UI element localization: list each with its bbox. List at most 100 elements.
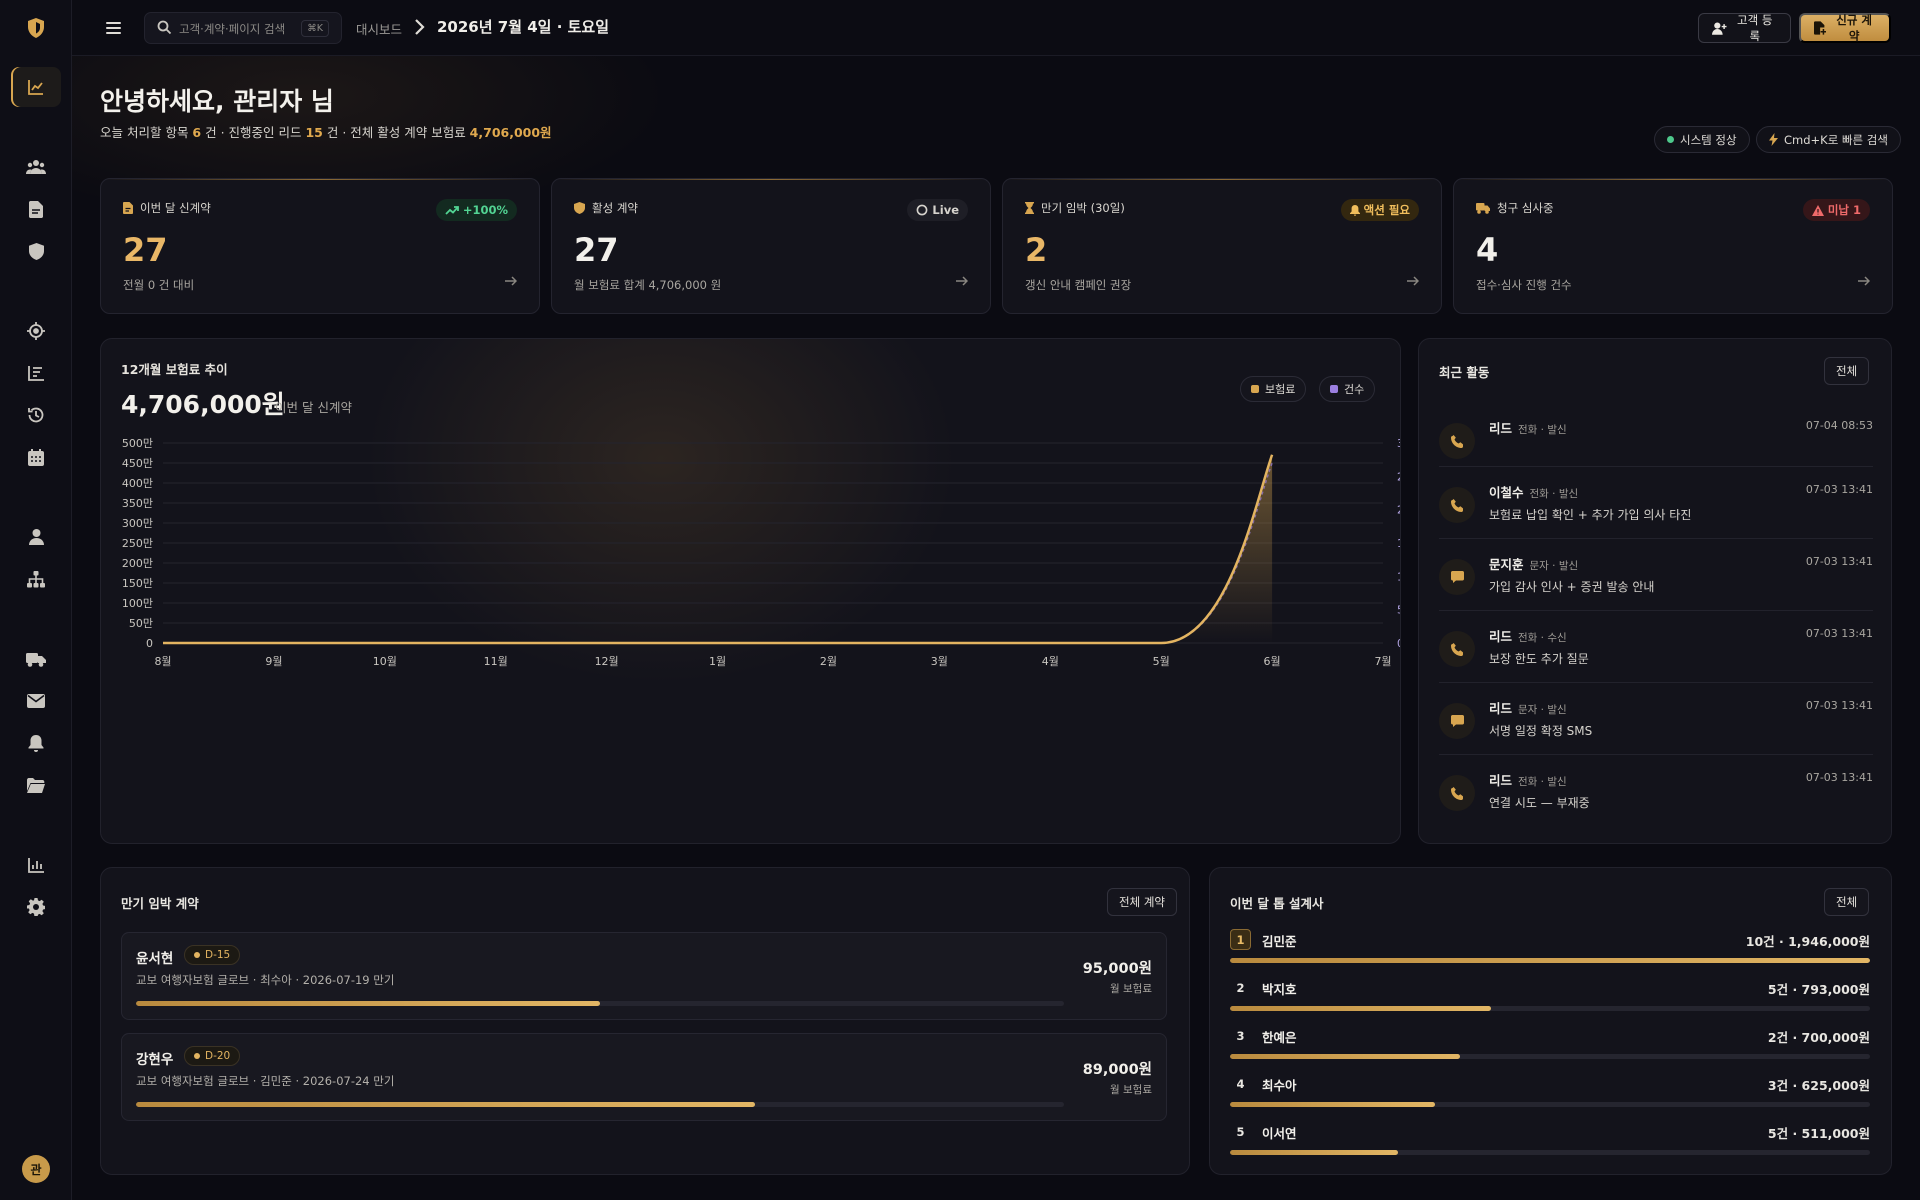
sidebar-item-dashboard[interactable] [11, 67, 61, 107]
sidebar-item-organization[interactable] [11, 559, 61, 599]
phone-icon [1450, 434, 1463, 448]
x-tick-label: 2월 [820, 655, 837, 668]
kpi-value: 2 [1025, 231, 1048, 269]
sidebar-item-analytics[interactable] [11, 845, 61, 885]
activity-item[interactable]: 문지훈 문자 · 발신 가입 감사 인사 + 증권 발송 안내 07-03 13:41 [1439, 549, 1873, 619]
activity-time: 07-04 08:53 [1805, 419, 1873, 432]
kpi-label: 청구 심사중 [1497, 201, 1554, 215]
activity-note: 보장 한도 추가 질문 [1489, 652, 1589, 666]
kpi-card-expiring[interactable]: 만기 임박 (30일) 액션 필요 2 갱신 안내 캠페인 권장 [1002, 178, 1442, 314]
phone-icon [1450, 786, 1463, 800]
agent-value: 3건 · 625,000원 [1767, 1078, 1870, 1093]
sidebar-item-insurance[interactable] [11, 231, 61, 271]
agent-rank-row[interactable]: 5 이서연 5건 · 511,000원 [1230, 1121, 1870, 1163]
message-icon [1450, 571, 1464, 583]
agent-name: 김민준 [1262, 934, 1297, 949]
expiring-contract-item[interactable]: 강현우 D-20 교보 여행자보험 글로브 · 김민준 · 2026-07-24… [121, 1033, 1167, 1121]
agent-rank-row[interactable]: 2 박지호 5건 · 793,000원 [1230, 977, 1870, 1019]
sidebar-item-messages[interactable] [11, 681, 61, 721]
activity-divider [1439, 466, 1873, 467]
sidebar-item-notifications[interactable] [11, 723, 61, 763]
x-tick-label: 6월 [1264, 655, 1281, 668]
active-premium: 4,706,000원 [469, 125, 552, 140]
logo-shield-icon[interactable] [19, 14, 53, 42]
legend-premium[interactable]: 보험료 [1240, 376, 1307, 402]
status-dot [1667, 136, 1674, 143]
sidebar-item-files[interactable] [11, 765, 61, 805]
document-icon [29, 200, 43, 218]
kpi-growth-badge: +100% [435, 199, 517, 221]
activity-meta: 전화 · 발신 [1529, 488, 1579, 500]
system-status-pill: 시스템 정상 [1654, 126, 1750, 153]
sidebar-item-leads[interactable] [11, 311, 61, 351]
sidebar-item-agents[interactable] [11, 517, 61, 557]
activity-view-all-button[interactable]: 전체 [1824, 357, 1870, 385]
new-contract-label: 신규 계약 [1836, 13, 1872, 43]
activity-title: 최근 활동 [1439, 365, 1490, 380]
search-input[interactable] [179, 19, 295, 39]
legend-label: 건수 [1344, 383, 1365, 396]
y-right-tick-label: 0 [1397, 638, 1401, 650]
agent-name: 이서연 [1262, 1126, 1297, 1141]
kpi-card-active-contracts[interactable]: 활성 계약 Live 27 월 보험료 합계 4,706,000 원 [551, 178, 991, 314]
x-tick-label: 11월 [484, 655, 508, 668]
activity-name: 리드 전화 · 수신 [1489, 629, 1567, 644]
register-customer-button[interactable]: 고객 등록 [1698, 13, 1791, 43]
agent-rank-row[interactable]: 1 김민준 10건 · 1,946,000원 [1230, 929, 1870, 971]
sidebar-item-reports[interactable] [11, 353, 61, 393]
legend-count[interactable]: 건수 [1319, 376, 1376, 402]
register-customer-label: 고객 등록 [1737, 13, 1773, 43]
chart-subtitle: 이번 달 신계약 [275, 400, 352, 415]
agents-view-all-button[interactable]: 전체 [1824, 888, 1870, 916]
sidebar-item-settings[interactable] [11, 887, 61, 927]
search-shortcut-badge: ⌘K [301, 20, 329, 37]
agent-rank-row[interactable]: 3 한예은 2건 · 700,000원 [1230, 1025, 1870, 1067]
contract-amount-label: 월 보험료 [1110, 983, 1152, 995]
greeting-summary: 오늘 처리할 항목 6 건 · 진행중인 리드 15 건 · 전체 활성 계약 … [100, 125, 552, 140]
all-contracts-button[interactable]: 전체 계약 [1107, 888, 1177, 916]
kpi-label: 활성 계약 [592, 201, 638, 215]
sidebar-item-customers[interactable] [11, 147, 61, 187]
menu-toggle-button[interactable] [102, 17, 124, 39]
sidebar-item-claims[interactable] [11, 639, 61, 679]
sidebar-item-calendar[interactable] [11, 437, 61, 477]
document-plus-icon [1814, 21, 1827, 35]
expiring-contract-item[interactable]: 윤서현 D-15 교보 여행자보험 글로브 · 최수아 · 2026-07-19… [121, 932, 1167, 1020]
new-contract-button[interactable]: 신규 계약 [1799, 13, 1891, 43]
agent-name: 박지호 [1262, 982, 1297, 997]
sidebar-item-contracts[interactable] [11, 189, 61, 229]
sidebar-item-history[interactable] [11, 395, 61, 435]
agent-value: 10건 · 1,946,000원 [1745, 934, 1870, 949]
search-icon [157, 20, 172, 35]
activity-item[interactable]: 이철수 전화 · 발신 보험료 납입 확인 + 추가 가입 의사 타진 07-03 1… [1439, 477, 1873, 547]
kpi-desc: 월 보험료 합계 4,706,000 원 [574, 278, 722, 292]
users-icon [26, 160, 46, 174]
recent-activity-card: 최근 활동 전체 리드 전화 · 발신 07-04 08:53 이철수 전화 · 발신 보… [1418, 338, 1892, 844]
activity-time: 07-03 13:41 [1805, 627, 1873, 640]
activity-item[interactable]: 리드 전화 · 발신 07-04 08:53 [1439, 413, 1873, 483]
document-icon [123, 202, 133, 214]
chart-line-icon [28, 80, 43, 95]
activity-divider [1439, 754, 1873, 755]
message-icon [1450, 715, 1464, 727]
activity-item[interactable]: 리드 문자 · 발신 서명 일정 확정 SMS 07-03 13:41 [1439, 693, 1873, 763]
avatar[interactable]: 관 [22, 1155, 50, 1183]
quick-search-pill[interactable]: Cmd+K로 빠른 검색 [1756, 126, 1901, 153]
kpi-live-badge: Live [907, 199, 968, 221]
progress-fill [1230, 958, 1870, 963]
contract-amount: 89,000원 [1082, 1062, 1152, 1078]
activity-name: 이철수 전화 · 발신 [1489, 485, 1579, 500]
rank-number: 2 [1236, 980, 1245, 995]
kpi-card-claims[interactable]: 청구 심사중 미납 1 4 접수·심사 진행 건수 [1453, 178, 1893, 314]
history-icon [28, 407, 44, 423]
activity-icon-wrap [1439, 423, 1475, 459]
kpi-desc: 갱신 안내 캠페인 권장 [1025, 278, 1132, 292]
kpi-card-new-contracts[interactable]: 이번 달 신계약 +100% 27 전월 0 건 대비 [100, 178, 540, 314]
search-box[interactable]: ⌘K [144, 12, 342, 44]
agent-progress-bar [1230, 1102, 1870, 1107]
activity-item[interactable]: 리드 전화 · 발신 연결 시도 — 부재중 07-03 13:41 [1439, 765, 1873, 835]
breadcrumb-dashboard[interactable]: 대시보드 [356, 22, 403, 37]
agent-rank-row[interactable]: 4 최수아 3건 · 625,000원 [1230, 1073, 1870, 1115]
activity-meta: 문자 · 발신 [1518, 704, 1567, 716]
